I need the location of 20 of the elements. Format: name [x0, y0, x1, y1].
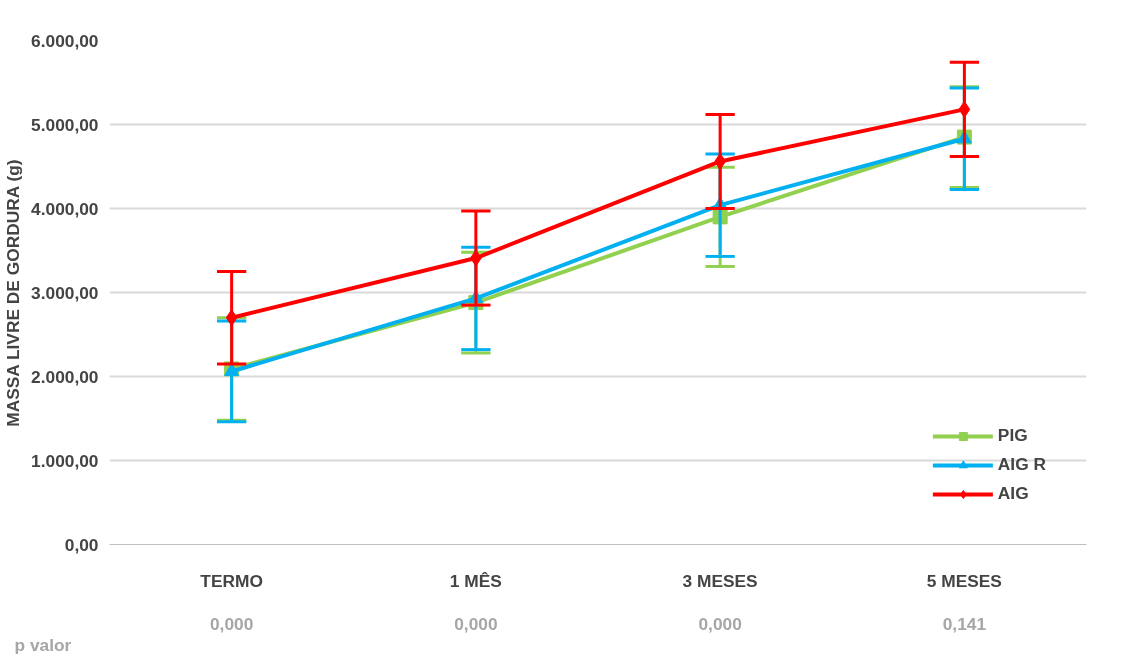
y-tick-label: 4.000,00 — [31, 198, 99, 219]
legend-label: AIG R — [997, 454, 1046, 475]
text: p valor — [14, 634, 72, 655]
text: 0,000 — [209, 613, 254, 634]
text: 0,000 — [698, 613, 742, 634]
y-tick-label: 6.000,00 — [31, 30, 99, 51]
text: 0,141 — [942, 613, 987, 634]
x-tick-label: 1 MÊS — [449, 570, 502, 591]
y-tick-label: 1.000,00 — [31, 450, 99, 471]
y-tick-label: 2.000,00 — [31, 366, 99, 387]
legend-label: AIG — [997, 483, 1029, 504]
y-tick-label: 5.000,00 — [31, 114, 99, 135]
text: 0,000 — [454, 613, 498, 634]
y-tick-label: 0,00 — [64, 534, 99, 555]
x-tick-label: TERMO — [200, 570, 263, 591]
legend-label: PIG — [997, 425, 1028, 446]
y-axis-title: MASSA LIVRE DE GORDURA (g) — [3, 159, 24, 427]
y-tick-label: 3.000,00 — [31, 282, 99, 303]
x-tick-label: 5 MESES — [926, 570, 1002, 591]
x-tick-label: 3 MESES — [682, 570, 758, 591]
